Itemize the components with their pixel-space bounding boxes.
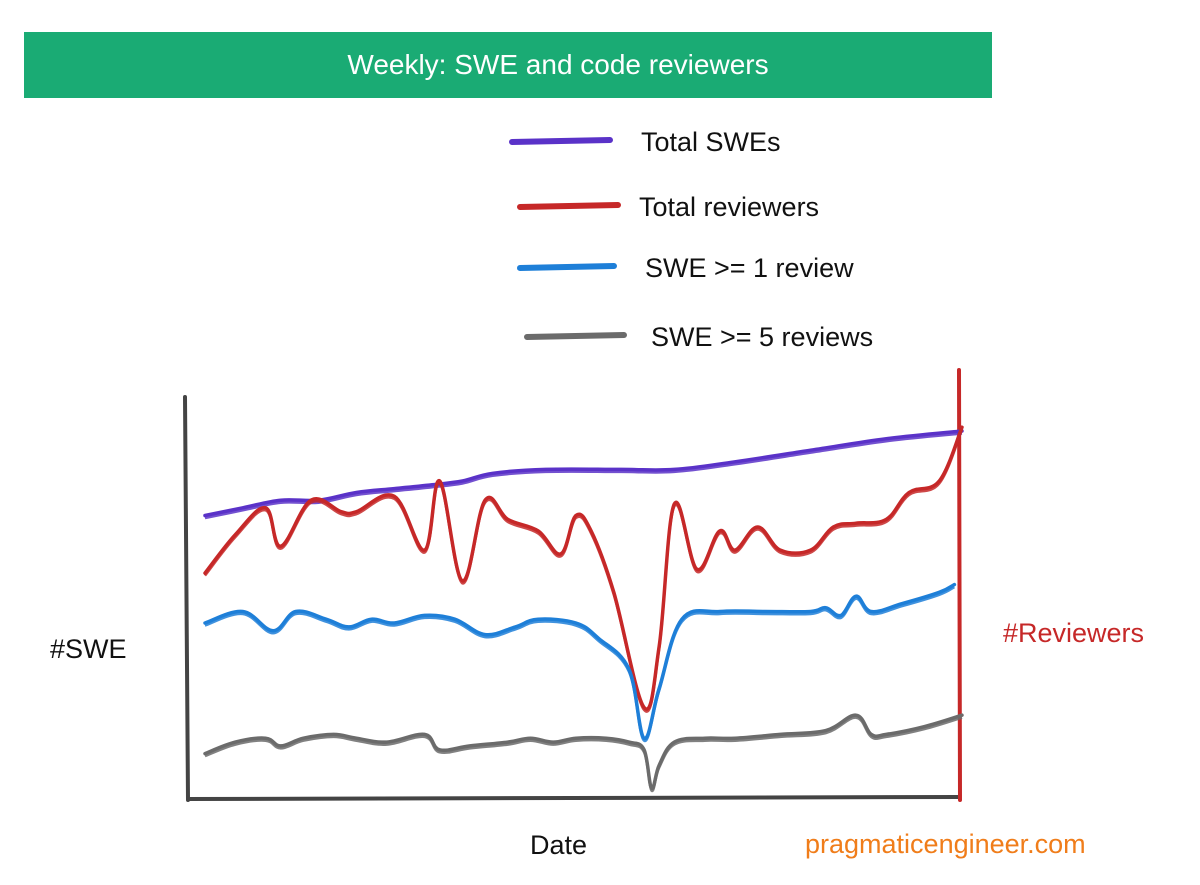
legend-label-total-swes: Total SWEs	[641, 127, 781, 157]
legend: Total SWEs Total reviewers SWE >= 1 review…	[509, 127, 873, 352]
y-axis-left	[183, 395, 190, 802]
y-axis-label-right: #Reviewers	[1003, 618, 1144, 648]
series-line-total-reviewers	[203, 425, 964, 711]
legend-swatch-swe-5-reviews	[524, 332, 627, 340]
x-axis-label: Date	[530, 830, 587, 860]
series-layer	[203, 425, 964, 793]
chart-title: Weekly: SWE and code reviewers	[347, 49, 769, 80]
chart-title-banner: Weekly: SWE and code reviewers	[24, 32, 992, 98]
y-axis-right	[957, 368, 962, 802]
series-line-shadow-total-swes	[204, 432, 963, 520]
legend-swatch-total-swes	[509, 137, 613, 145]
series-line-shadow-swe-5-reviews	[204, 716, 963, 793]
legend-label-swe-1-review: SWE >= 1 review	[645, 253, 854, 283]
series-line-shadow-swe-1-review	[204, 585, 956, 742]
legend-swatch-swe-1-review	[517, 263, 617, 271]
chart-axes	[183, 368, 962, 802]
x-axis	[186, 795, 960, 801]
watermark: pragmaticengineer.com	[805, 829, 1086, 859]
legend-label-total-reviewers: Total reviewers	[639, 192, 819, 222]
legend-swatch-total-reviewers	[517, 202, 621, 210]
series-line-swe-1-review	[203, 582, 957, 740]
legend-label-swe-5-reviews: SWE >= 5 reviews	[651, 322, 873, 352]
y-axis-label-left: #SWE	[50, 634, 127, 664]
series-line-total-swes	[203, 429, 964, 518]
series-line-swe-5-reviews	[203, 713, 964, 791]
